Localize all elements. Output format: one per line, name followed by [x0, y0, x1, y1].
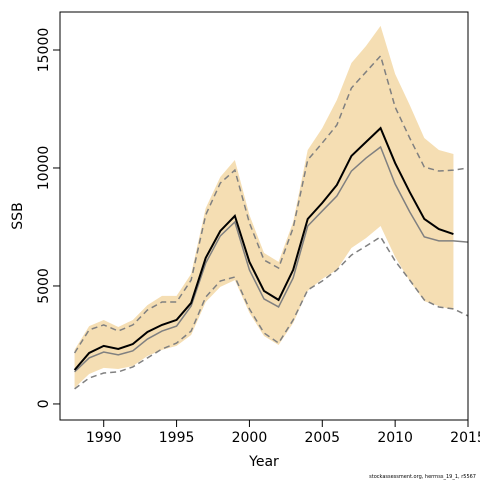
confidence-band: [74, 25, 454, 388]
x-tick-label: 2005: [304, 430, 340, 446]
y-tick-label: 15000: [36, 28, 52, 73]
series-line: [74, 235, 469, 390]
y-axis-label: SSB: [10, 202, 26, 229]
x-axis-label: Year: [248, 454, 279, 470]
footnote: stockassessment.org, herrnss_19_1, r5567: [369, 474, 476, 480]
plot-area: [73, 25, 469, 390]
x-tick-label: 1990: [86, 430, 122, 446]
series-line: [73, 126, 454, 371]
series-line: [74, 145, 469, 373]
y-tick-label: 0: [36, 399, 52, 408]
x-tick-label: 1995: [159, 430, 195, 446]
x-tick-label: 2015: [450, 430, 480, 446]
series-line: [73, 54, 469, 354]
x-tick-label: 2000: [232, 430, 268, 446]
y-tick-label: 10000: [36, 146, 52, 191]
x-tick-label: 2010: [377, 430, 413, 446]
plot-frame: [59, 11, 469, 421]
y-tick-label: 5000: [36, 268, 52, 304]
